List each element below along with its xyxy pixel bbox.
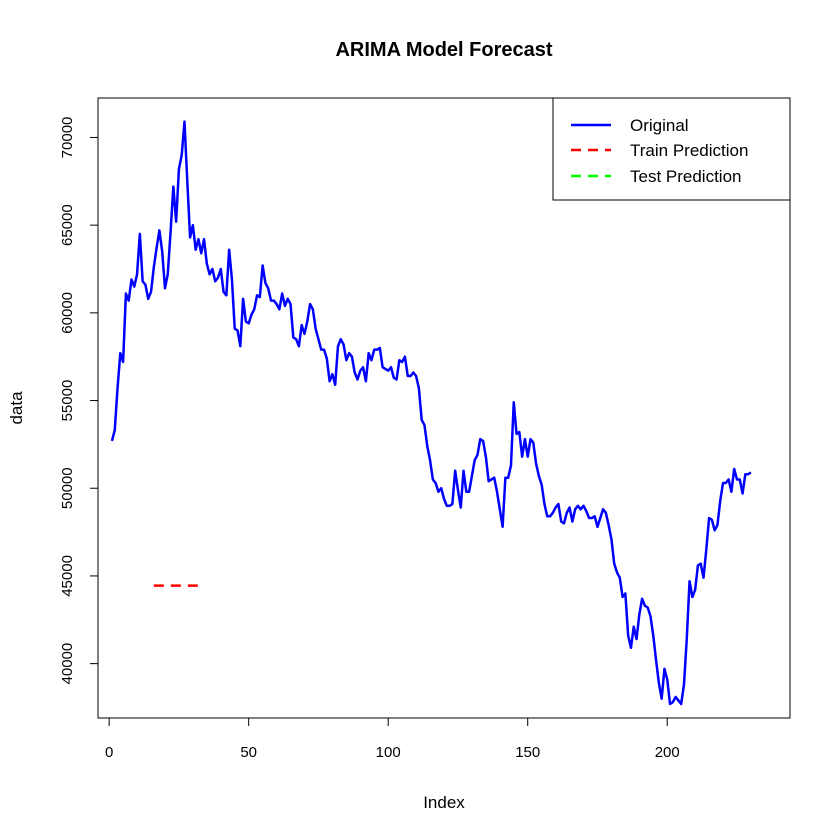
x-axis-label: Index: [423, 793, 465, 812]
legend-label-train-prediction: Train Prediction: [630, 141, 748, 160]
y-tick-label: 45000: [59, 555, 76, 597]
y-tick-label: 70000: [59, 117, 76, 159]
y-axis: 40000 45000 50000 55000 60000 65000 70000: [59, 117, 99, 685]
y-tick-label: 65000: [59, 204, 76, 246]
x-axis: 0 50 100 150 200: [105, 717, 680, 761]
x-tick-label: 200: [655, 744, 680, 761]
legend-label-original: Original: [630, 116, 689, 135]
legend-label-test-prediction: Test Prediction: [630, 167, 742, 186]
x-tick-label: 100: [376, 744, 401, 761]
legend: Original Train Prediction Test Predictio…: [552, 97, 791, 201]
chart-title: ARIMA Model Forecast: [335, 39, 552, 61]
series-line-original: [110, 120, 752, 706]
y-tick-label: 60000: [59, 292, 76, 334]
y-tick-label: 50000: [59, 467, 76, 509]
x-tick-label: 50: [240, 744, 257, 761]
y-tick-label: 55000: [59, 380, 76, 422]
x-tick-label: 0: [105, 744, 113, 761]
y-axis-label: data: [7, 391, 26, 425]
x-tick-label: 150: [515, 744, 540, 761]
y-tick-label: 40000: [59, 643, 76, 685]
series-layer: [110, 120, 752, 706]
